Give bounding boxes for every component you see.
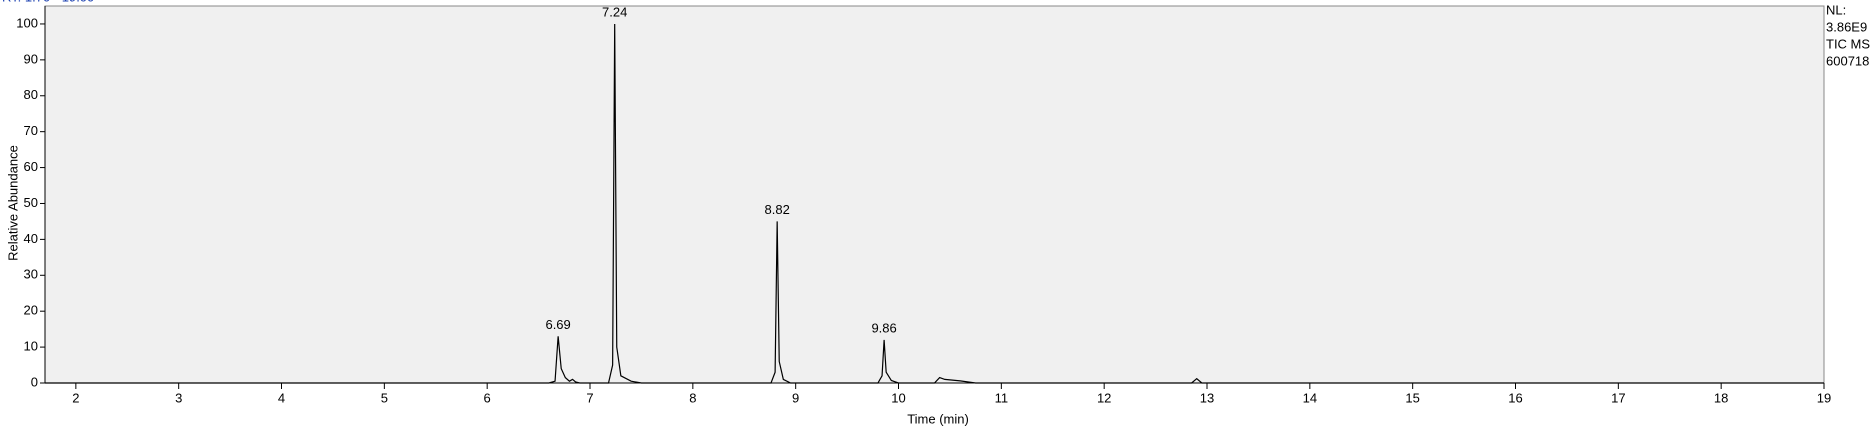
x-tick-label: 13 — [1200, 390, 1214, 405]
peak-label: 8.82 — [765, 202, 790, 217]
y-tick-label: 90 — [24, 51, 38, 66]
x-tick-label: 15 — [1405, 390, 1419, 405]
x-tick-label: 8 — [689, 390, 696, 405]
peak-label: 7.24 — [602, 4, 627, 19]
y-tick-label: 60 — [24, 159, 38, 174]
x-tick-label: 14 — [1303, 390, 1317, 405]
side-info: 600718 — [1826, 53, 1869, 68]
x-tick-label: 16 — [1508, 390, 1522, 405]
x-tick-label: 2 — [72, 390, 79, 405]
y-tick-label: 20 — [24, 303, 38, 318]
y-tick-label: 80 — [24, 87, 38, 102]
x-tick-label: 6 — [484, 390, 491, 405]
y-tick-label: 10 — [24, 339, 38, 354]
trace — [45, 23, 1824, 384]
x-tick-label: 11 — [995, 390, 1009, 405]
x-tick-label: 3 — [175, 390, 182, 405]
x-tick-label: 5 — [381, 390, 388, 405]
side-info: TIC MS — [1826, 36, 1870, 51]
x-tick-label: 9 — [792, 390, 799, 405]
x-tick-label: 19 — [1817, 390, 1831, 405]
x-tick-label: 4 — [278, 390, 285, 405]
x-tick-label: 7 — [586, 390, 593, 405]
x-tick-label: 17 — [1611, 390, 1625, 405]
y-tick-label: 100 — [16, 15, 38, 30]
header: RT: 1.70 - 19.00 — [2, 0, 94, 4]
y-tick-label: 50 — [24, 195, 38, 210]
y-tick-label: 0 — [31, 374, 38, 389]
y-tick-label: 70 — [24, 123, 38, 138]
side-info: 3.86E9 — [1826, 19, 1867, 34]
side-info: NL: — [1826, 2, 1846, 17]
y-tick-label: 30 — [24, 267, 38, 282]
x-tick-label: 10 — [891, 390, 905, 405]
x-axis-label: Time (min) — [907, 411, 969, 426]
plot-area — [44, 5, 1825, 384]
y-tick-label: 40 — [24, 231, 38, 246]
peak-label: 6.69 — [545, 317, 570, 332]
x-tick-label: 18 — [1714, 390, 1728, 405]
y-axis-label: Relative Abundance — [5, 145, 20, 261]
peak-label: 9.86 — [871, 320, 896, 335]
x-tick-label: 12 — [1097, 390, 1111, 405]
